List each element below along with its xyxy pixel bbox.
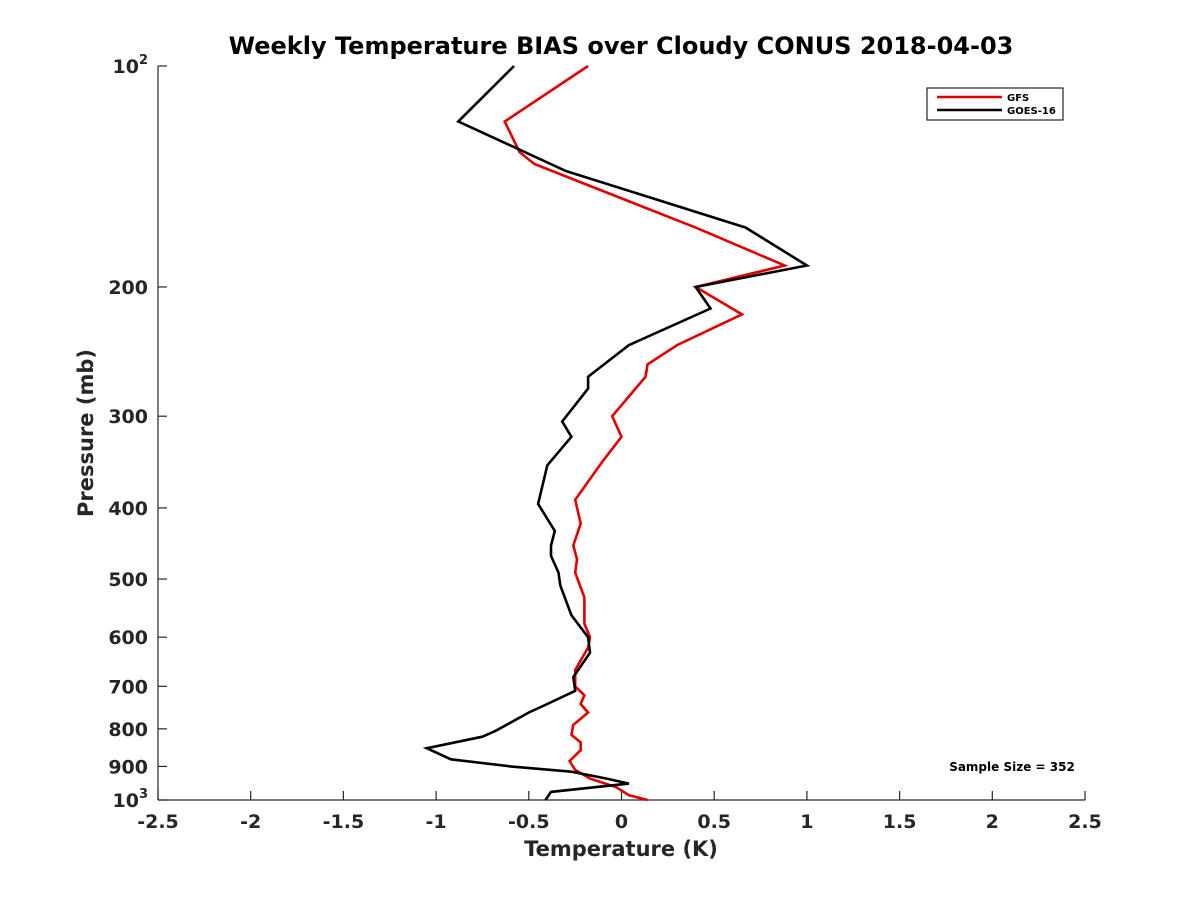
x-tick-label: -1.5 (323, 811, 365, 833)
chart-title: Weekly Temperature BIAS over Cloudy CONU… (229, 32, 1014, 60)
plot-area: -2.5 -2 -1.5 -1 -0.5 0 0.5 1 1.5 2 2.5 102 200 300 40… (108, 53, 1102, 833)
legend-box (926, 87, 1064, 121)
legend-label-goes-16: GOES-16 (1007, 106, 1056, 117)
x-tick-label: -2 (240, 811, 261, 833)
y-tick-label: 500 (108, 569, 148, 591)
series-lines (422, 64, 811, 802)
x-tick-label: 2 (986, 811, 999, 833)
sample-size-annotation: Sample Size = 352 (949, 760, 1075, 774)
x-tick-label: 1.5 (883, 811, 917, 833)
x-tick-label: 1 (800, 811, 813, 833)
series-line-goes-16 (422, 65, 811, 801)
legend-label-gfs: GFS (1007, 93, 1029, 104)
x-axis-ticks: -2.5 -2 -1.5 -1 -0.5 0 0.5 1 1.5 2 2.5 (137, 791, 1102, 833)
y-tick-label: 600 (108, 627, 148, 649)
x-tick-label: 2.5 (1068, 811, 1102, 833)
series-line-gfs (503, 64, 789, 802)
y-tick-label: 103 (113, 787, 149, 812)
y-tick-label: 300 (108, 406, 148, 428)
x-tick-label: 0.5 (697, 811, 731, 833)
y-axis-label: Pressure (mb) (74, 349, 98, 517)
x-tick-label: -2.5 (137, 811, 179, 833)
y-tick-label: 400 (108, 498, 148, 520)
y-axis-ticks: 102 200 300 400 500 600 700 800 900 103 (108, 53, 167, 812)
y-tick-label: 700 (108, 676, 148, 698)
x-tick-label: -1 (426, 811, 447, 833)
x-axis-label: Temperature (K) (524, 837, 718, 861)
legend: GFS GOES-16 (926, 87, 1064, 121)
y-tick-label: 102 (113, 53, 149, 78)
y-tick-label: 900 (108, 756, 148, 778)
x-tick-label: 0 (615, 811, 628, 833)
x-tick-label: -0.5 (508, 811, 550, 833)
y-tick-label: 800 (108, 719, 148, 741)
y-tick-label: 200 (108, 277, 148, 299)
